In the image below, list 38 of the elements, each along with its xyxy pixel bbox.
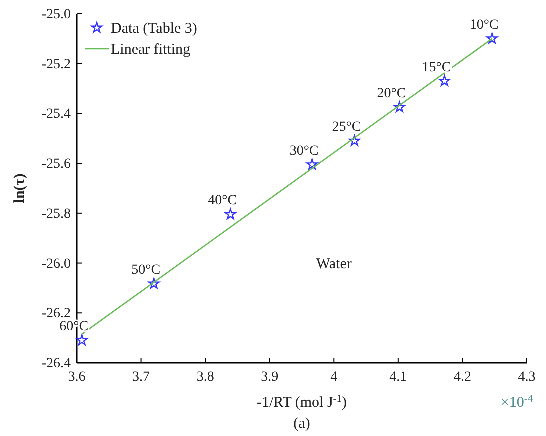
y-tick-label: -26.2 xyxy=(42,306,71,322)
point xyxy=(349,135,360,146)
annotation: Water xyxy=(316,256,352,272)
y-axis-title: ln(τ) xyxy=(12,174,28,204)
text: (a) xyxy=(294,416,310,432)
point xyxy=(76,334,88,346)
annotation: 15°C xyxy=(422,60,452,76)
x-tick-label: 4.3 xyxy=(518,370,536,385)
x-tick-label: 3.8 xyxy=(196,370,214,385)
legend-label: Data (Table 3) xyxy=(111,21,198,37)
annotation: 20°C xyxy=(377,86,406,102)
point xyxy=(486,32,498,44)
annotation: 30°C xyxy=(290,144,319,159)
x-tick-label: 4 xyxy=(330,370,338,385)
annotation: 25°C xyxy=(332,120,362,136)
point xyxy=(224,208,236,220)
legend-label: Linear fitting xyxy=(111,42,192,58)
text: ×10$^{-4}$ xyxy=(500,394,534,411)
x-axis-title: -1/RT (mol J$^{-1}$) xyxy=(256,394,348,411)
point xyxy=(148,278,160,289)
x-tick-label: 4.1 xyxy=(390,370,408,385)
point xyxy=(394,102,406,112)
y-tick-label: -25.6 xyxy=(42,157,71,172)
x-tick-label: 3.9 xyxy=(261,370,279,385)
annotation: 40°C xyxy=(208,194,238,209)
y-tick-label: -25.4 xyxy=(42,107,71,122)
x-tick-label: 4.2 xyxy=(454,370,472,385)
x-tick-label: 3.7 xyxy=(132,370,150,385)
annotation: 10°C xyxy=(470,18,499,33)
annotation: 50°C xyxy=(132,262,161,278)
y-tick-label: -26.4 xyxy=(42,356,71,372)
y-tick-label: -26.0 xyxy=(42,256,71,272)
y-tick-label: -25.0 xyxy=(42,7,71,22)
point xyxy=(439,75,450,86)
y-tick-label: -25.2 xyxy=(42,57,71,72)
y-tick-label: -25.8 xyxy=(42,206,71,222)
point xyxy=(306,158,318,170)
x-tick-label: 3.6 xyxy=(68,370,86,385)
